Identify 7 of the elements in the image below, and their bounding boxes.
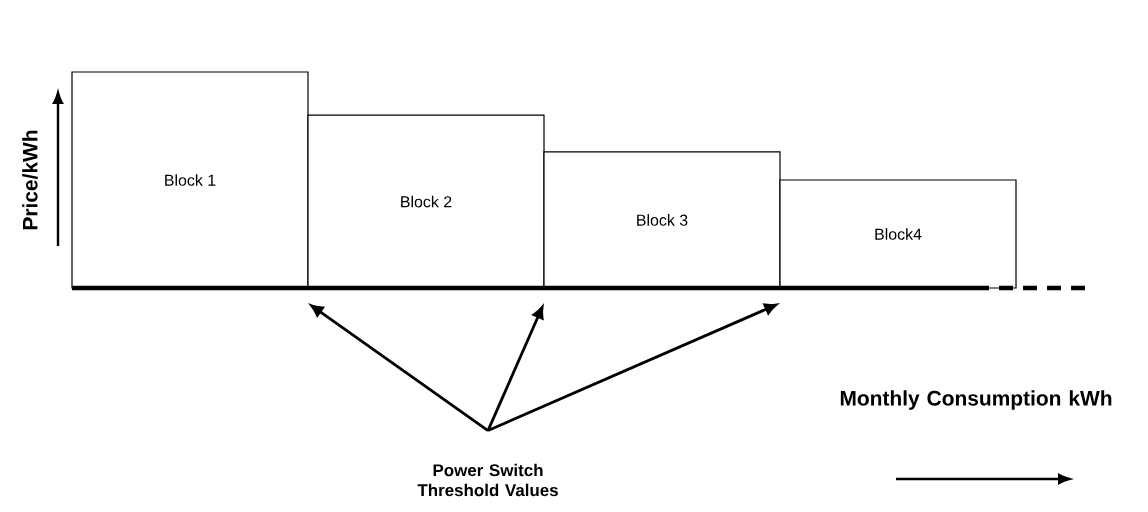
x-tick-label: Block 3 [637,214,688,226]
y-axis-title: Price/kWh [22,130,38,230]
x-tick-label: Block4 [875,228,922,240]
x-tick-label: Block 1 [165,174,216,186]
x-tick-label: Block 2 [401,195,452,208]
x-axis-title: Monthly Consumption kWh [840,390,1112,410]
text: Power Switch Threshold Values [417,463,558,497]
